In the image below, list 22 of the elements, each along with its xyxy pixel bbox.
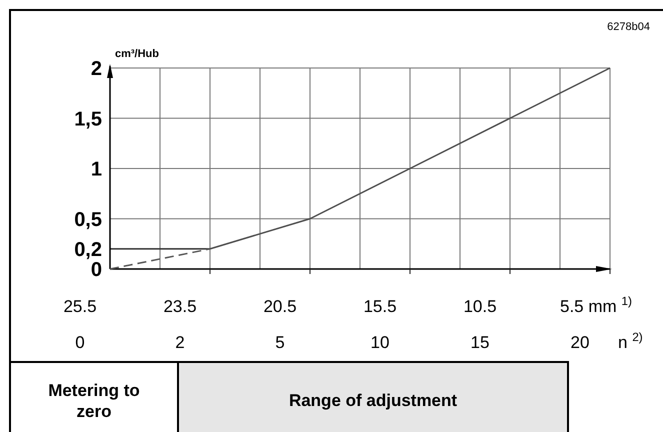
- y-tick-label: 1,5: [74, 108, 102, 130]
- y-tick-label: 2: [90, 58, 102, 80]
- text: 20.5: [263, 297, 297, 316]
- text: 15.5: [363, 297, 397, 316]
- text: 10.5: [463, 297, 497, 316]
- y-tick-label: 0: [90, 259, 102, 281]
- text: 23.5: [163, 297, 197, 316]
- y-tick-label: 0,2: [74, 238, 102, 261]
- x-tick-label: 15: [470, 333, 490, 352]
- y-tick-label: 1: [90, 158, 102, 180]
- x-tick-label: 20: [570, 333, 590, 352]
- text: 5.5 mm $^{1)}$: [560, 294, 632, 316]
- y-axis-title: cm³/Hub: [115, 48, 160, 60]
- text: 6278b04: [607, 21, 650, 33]
- y-tick-label: 0,5: [74, 208, 102, 231]
- x-tick-label: 5: [275, 333, 285, 352]
- x-tick-label: 10: [370, 333, 390, 352]
- text: Metering to zero: [48, 381, 140, 421]
- x-tick-label: 2: [175, 333, 185, 352]
- text: 25.5: [63, 297, 97, 316]
- x-axis-title: n $^{2)}$: [618, 330, 643, 352]
- text: Range of adjustment: [288, 391, 458, 410]
